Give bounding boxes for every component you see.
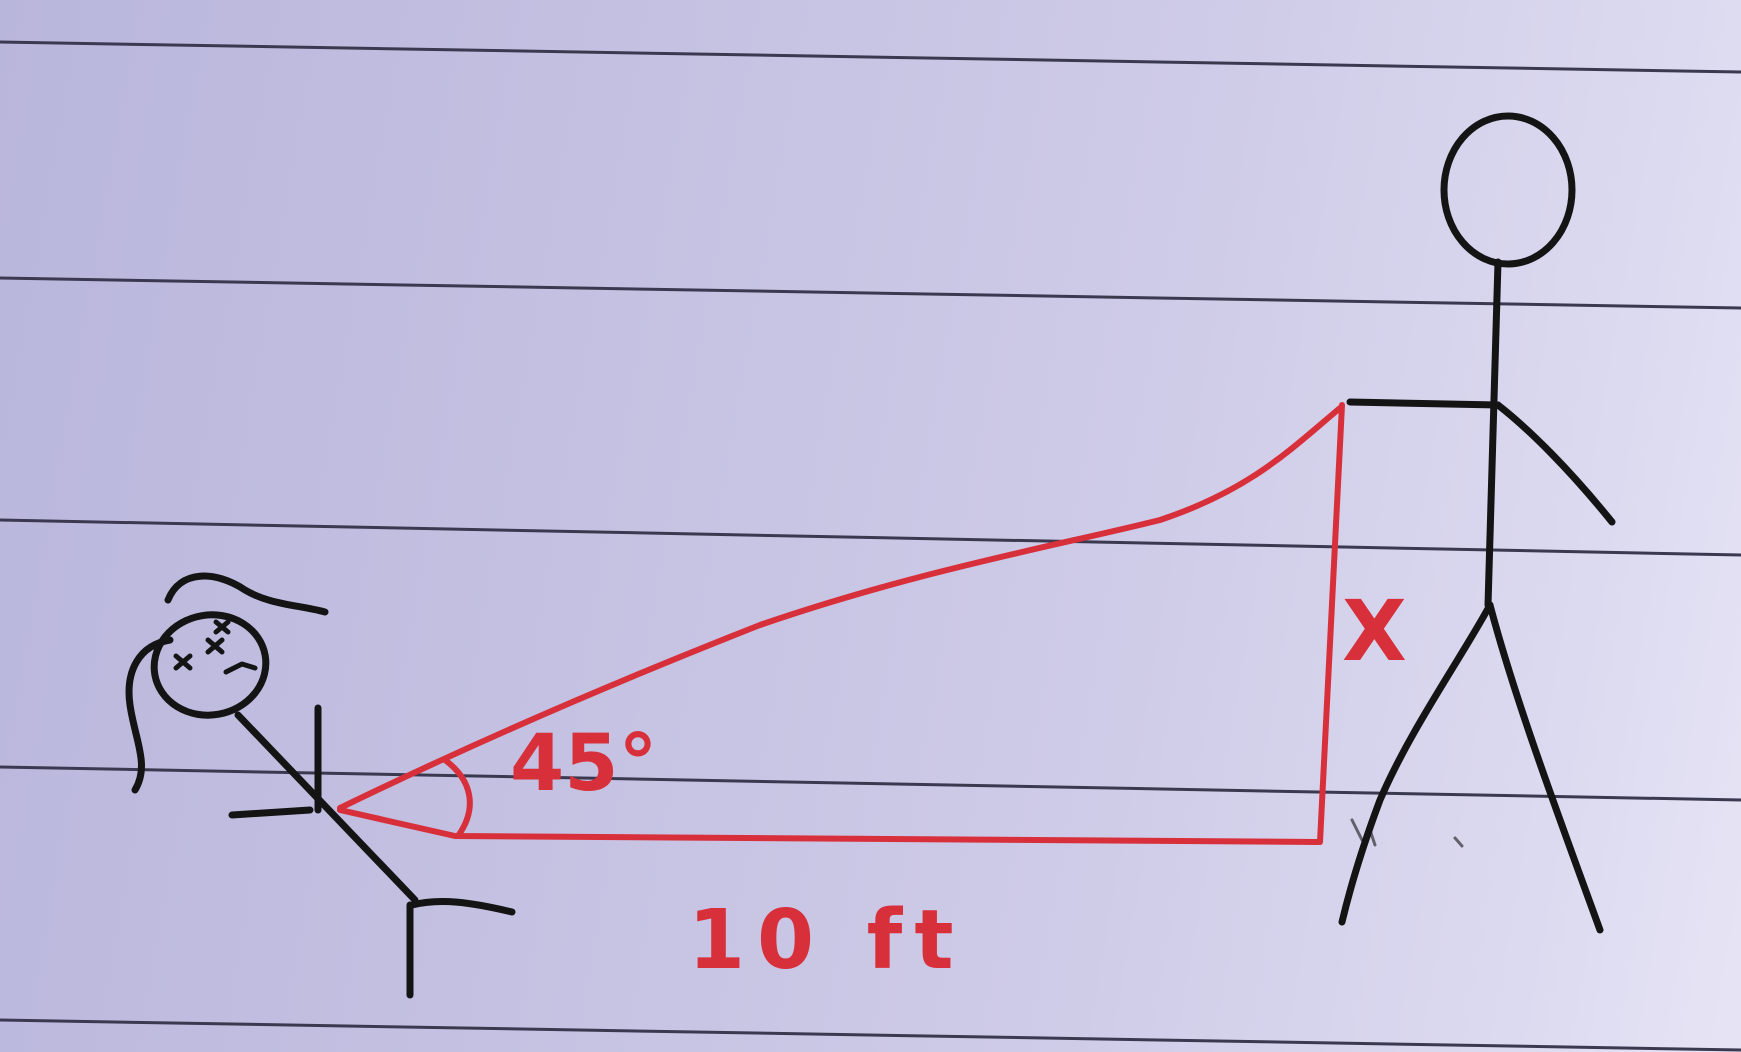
triangle-base bbox=[337, 807, 1321, 845]
base-label: 10 ft bbox=[688, 893, 966, 988]
fallen-figure-hair bbox=[164, 572, 329, 616]
fallen-figure-mouth bbox=[223, 661, 258, 675]
ruled-line bbox=[0, 765, 1741, 802]
fallen-figure-body bbox=[234, 711, 419, 904]
fallen-figure-x-eye bbox=[173, 653, 193, 671]
side-label: X bbox=[1342, 582, 1407, 680]
triangle-hypotenuse bbox=[337, 405, 1343, 811]
ruled-line bbox=[0, 518, 1741, 557]
standing-figure-head bbox=[1440, 112, 1576, 268]
fallen-figure-leg bbox=[408, 897, 516, 916]
ruled-line bbox=[0, 276, 1741, 310]
fallen-figure-x-eye bbox=[213, 619, 231, 635]
standing-figure-arm bbox=[1494, 401, 1616, 526]
fallen-figure-x-eye bbox=[205, 637, 225, 655]
standing-figure-arm bbox=[1346, 398, 1502, 409]
standing-figure-body bbox=[1484, 258, 1502, 609]
standing-stick-figure bbox=[1338, 112, 1616, 934]
angle-label: 45° bbox=[510, 719, 658, 809]
standing-figure-leg bbox=[1486, 601, 1604, 934]
fallen-figure-ponytail bbox=[125, 636, 174, 794]
right-triangle bbox=[337, 402, 1345, 845]
triangle-height bbox=[1317, 402, 1345, 845]
pencil-smudge bbox=[1350, 818, 1464, 848]
fallen-figure-head bbox=[150, 611, 270, 719]
fallen-stick-figure bbox=[125, 572, 516, 999]
angle-arc bbox=[442, 757, 473, 839]
fallen-figure-arm bbox=[228, 704, 322, 819]
ruled-line bbox=[0, 1018, 1741, 1052]
ruled-line bbox=[0, 40, 1741, 74]
standing-figure-leg bbox=[1338, 601, 1494, 926]
